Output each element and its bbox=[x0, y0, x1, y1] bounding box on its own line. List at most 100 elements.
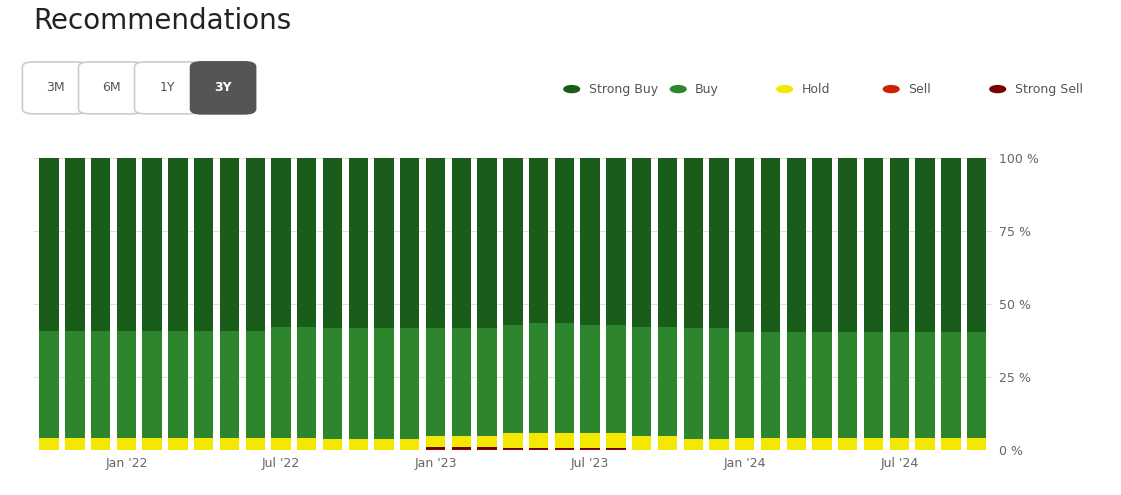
Bar bbox=[735, 158, 754, 332]
Bar bbox=[426, 436, 445, 447]
Bar bbox=[142, 158, 161, 331]
Bar bbox=[91, 331, 110, 438]
Bar bbox=[503, 325, 522, 433]
Bar bbox=[813, 332, 832, 438]
Bar bbox=[710, 158, 729, 328]
Bar bbox=[710, 439, 729, 450]
Bar bbox=[761, 332, 780, 438]
Bar bbox=[271, 158, 290, 327]
Bar bbox=[452, 158, 471, 328]
Bar bbox=[555, 447, 574, 450]
Bar bbox=[349, 439, 368, 450]
Bar bbox=[684, 328, 703, 439]
Bar bbox=[349, 158, 368, 328]
Bar bbox=[91, 158, 110, 331]
Bar bbox=[658, 436, 677, 450]
Bar bbox=[297, 439, 316, 450]
Bar bbox=[864, 158, 883, 332]
Bar bbox=[349, 328, 368, 439]
Text: 3Y: 3Y bbox=[214, 81, 232, 95]
Bar bbox=[271, 327, 290, 439]
Bar bbox=[374, 328, 393, 439]
Bar bbox=[142, 331, 161, 438]
Bar bbox=[632, 327, 651, 436]
Bar bbox=[606, 325, 626, 433]
Bar bbox=[478, 436, 497, 447]
Text: Strong Sell: Strong Sell bbox=[1015, 83, 1083, 96]
Bar bbox=[91, 438, 110, 450]
Bar bbox=[555, 158, 574, 323]
Bar bbox=[839, 158, 858, 332]
Bar bbox=[271, 439, 290, 450]
Bar bbox=[632, 158, 651, 327]
Bar bbox=[117, 158, 136, 331]
Text: Recommendations: Recommendations bbox=[34, 7, 291, 36]
Bar bbox=[581, 447, 600, 450]
Bar bbox=[967, 438, 986, 450]
Bar bbox=[529, 158, 548, 323]
Bar bbox=[735, 438, 754, 450]
Bar bbox=[297, 158, 316, 327]
Bar bbox=[864, 438, 883, 450]
Bar bbox=[916, 438, 935, 450]
Text: Strong Buy: Strong Buy bbox=[589, 83, 658, 96]
Text: 1Y: 1Y bbox=[159, 81, 175, 95]
Bar bbox=[761, 438, 780, 450]
Bar bbox=[452, 328, 471, 436]
Bar bbox=[168, 438, 187, 450]
Bar bbox=[503, 433, 522, 447]
Bar bbox=[478, 328, 497, 436]
Bar bbox=[168, 331, 187, 438]
Bar bbox=[39, 158, 58, 331]
Bar bbox=[168, 158, 187, 331]
Bar bbox=[297, 327, 316, 439]
Bar bbox=[323, 439, 342, 450]
Bar bbox=[839, 332, 858, 438]
Bar bbox=[916, 158, 935, 332]
Bar bbox=[658, 158, 677, 327]
Bar bbox=[787, 332, 806, 438]
Bar bbox=[658, 327, 677, 436]
Bar bbox=[967, 158, 986, 332]
Bar bbox=[400, 158, 419, 328]
Bar bbox=[194, 331, 213, 438]
Bar bbox=[735, 332, 754, 438]
Text: Buy: Buy bbox=[695, 83, 719, 96]
Bar bbox=[65, 331, 84, 438]
Bar bbox=[323, 328, 342, 439]
Bar bbox=[864, 332, 883, 438]
Bar bbox=[761, 158, 780, 332]
Bar bbox=[400, 439, 419, 450]
Bar bbox=[452, 447, 471, 450]
Bar bbox=[426, 328, 445, 436]
Bar bbox=[220, 438, 239, 450]
Bar bbox=[839, 438, 858, 450]
Bar bbox=[194, 438, 213, 450]
Bar bbox=[890, 332, 909, 438]
Bar bbox=[220, 331, 239, 438]
Bar bbox=[529, 323, 548, 433]
Bar bbox=[374, 158, 393, 328]
Bar bbox=[245, 158, 265, 331]
Bar bbox=[890, 438, 909, 450]
Bar bbox=[142, 438, 161, 450]
Bar bbox=[529, 433, 548, 447]
Bar bbox=[684, 158, 703, 328]
Bar bbox=[787, 438, 806, 450]
Bar bbox=[117, 438, 136, 450]
Bar bbox=[374, 439, 393, 450]
Bar bbox=[503, 447, 522, 450]
Text: Hold: Hold bbox=[802, 83, 830, 96]
Bar bbox=[245, 438, 265, 450]
Bar bbox=[555, 323, 574, 433]
Bar bbox=[117, 331, 136, 438]
Bar bbox=[245, 331, 265, 438]
Text: Sell: Sell bbox=[908, 83, 930, 96]
Bar bbox=[426, 158, 445, 328]
Bar bbox=[529, 447, 548, 450]
Bar bbox=[39, 331, 58, 438]
Bar bbox=[194, 158, 213, 331]
Bar bbox=[813, 438, 832, 450]
Bar bbox=[813, 158, 832, 332]
Bar bbox=[606, 433, 626, 447]
